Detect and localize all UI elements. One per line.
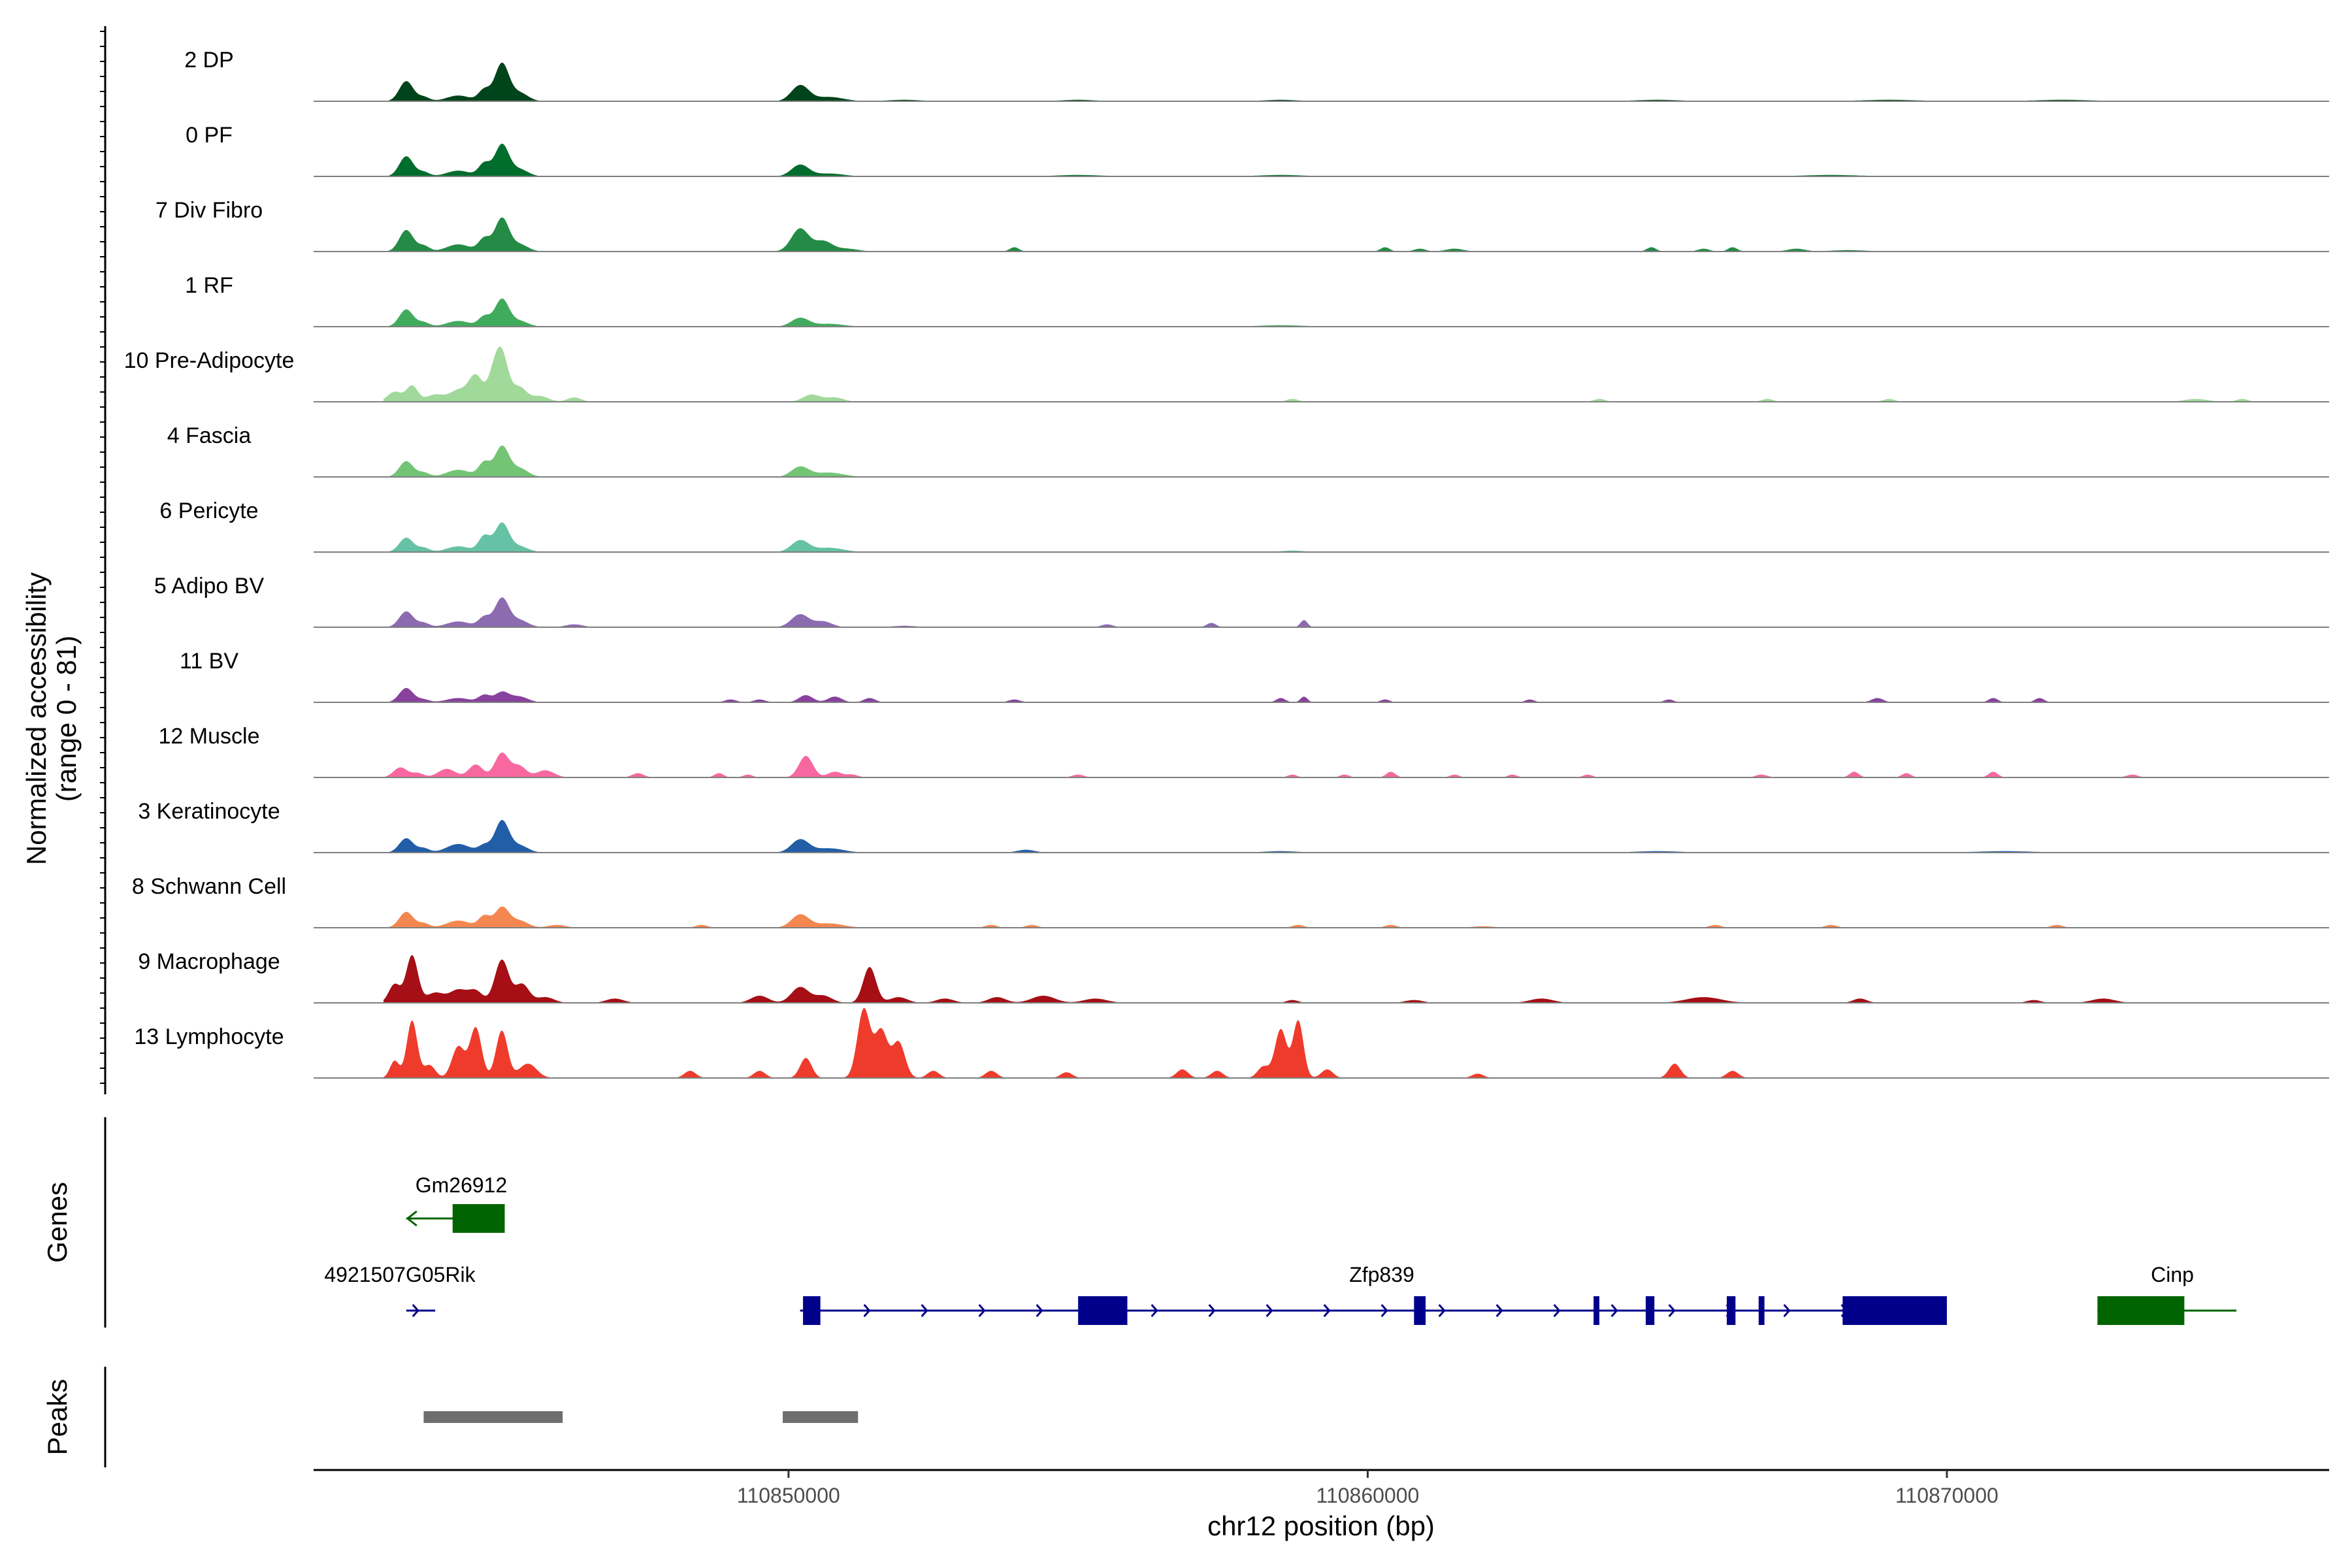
track-label: 11 BV (180, 649, 238, 674)
strand-arrow (1036, 1304, 1043, 1317)
strand-arrow (1151, 1304, 1158, 1317)
track-label: 4 Fascia (167, 423, 252, 448)
coverage-area (384, 688, 2329, 702)
track-3-keratinocyte: 3 Keratinocyte (138, 799, 2329, 853)
strand-arrow (1208, 1304, 1216, 1317)
x-tick-label: 110870000 (1895, 1484, 1999, 1507)
strand-arrow (1323, 1304, 1331, 1317)
peak-regions (423, 1411, 858, 1423)
coverage-area (384, 346, 2329, 402)
y-axis-title: Normalized accessibility (21, 572, 52, 865)
strand-arrow (1553, 1304, 1561, 1317)
x-tick-label: 110850000 (737, 1484, 840, 1507)
coverage-area (384, 1007, 2329, 1078)
exon (452, 1204, 505, 1233)
coverage-area (384, 445, 2329, 477)
track-label: 9 Macrophage (138, 949, 280, 974)
coverage-y-axis (100, 26, 106, 1094)
strand-arrow (1610, 1304, 1618, 1317)
peak-region-bar (423, 1411, 563, 1423)
track-label: 13 Lymphocyte (134, 1024, 284, 1049)
coverage-area (384, 298, 2329, 327)
track-10-pre-adipocyte: 10 Pre-Adipocyte (124, 346, 2329, 402)
track-7-div-fibro: 7 Div Fibro (155, 198, 2329, 252)
track-label: 7 Div Fibro (155, 198, 263, 223)
exon (1078, 1296, 1128, 1325)
exon (803, 1296, 821, 1325)
track-5-adipo-bv: 5 Adipo BV (154, 574, 2329, 628)
exon (1842, 1296, 1947, 1325)
track-11-bv: 11 BV (180, 649, 2329, 703)
track-label: 3 Keratinocyte (138, 799, 280, 824)
track-label: 5 Adipo BV (154, 574, 265, 598)
coverage-area (384, 217, 2329, 252)
track-2-dp: 2 DP (184, 48, 2329, 102)
gene-4921507g05rik: 4921507G05Rik (324, 1263, 476, 1317)
gene-annotations: Gm26912 4921507G05Rik Zfp839 Cinp (324, 1173, 2237, 1325)
track-label: 8 Schwann Cell (132, 874, 286, 899)
track-label: 10 Pre-Adipocyte (124, 348, 295, 373)
track-13-lymphocyte: 13 Lymphocyte (134, 1007, 2329, 1079)
gene-zfp839: Zfp839 (800, 1263, 1947, 1325)
track-9-macrophage: 9 Macrophage (138, 949, 2329, 1004)
track-6-pericyte: 6 Pericyte (159, 498, 2329, 553)
coverage-area (384, 522, 2329, 552)
strand-arrow (978, 1304, 986, 1317)
gene-label: Gm26912 (416, 1173, 508, 1197)
gene-gm26912: Gm26912 (406, 1173, 507, 1233)
exon (1645, 1296, 1655, 1325)
gene-label: Cinp (2151, 1263, 2194, 1286)
exon (1758, 1296, 1765, 1325)
peaks-label: Peaks (42, 1379, 73, 1456)
coverage-area (384, 820, 2329, 853)
track-label: 0 PF (186, 123, 233, 148)
strand-arrow (1266, 1304, 1273, 1317)
strand-arrow (1495, 1304, 1503, 1317)
exon (1593, 1296, 1600, 1325)
strand-arrow (921, 1304, 928, 1317)
strand-arrow (1380, 1304, 1388, 1317)
x-axis-title: chr12 position (bp) (1207, 1511, 1435, 1541)
strand-arrow (406, 1210, 417, 1227)
track-1-rf: 1 RF (185, 273, 2329, 327)
gene-label: Zfp839 (1349, 1263, 1414, 1286)
coverage-area (384, 955, 2329, 1003)
genes-label: Genes (42, 1182, 73, 1263)
track-label: 1 RF (185, 273, 233, 298)
track-label: 2 DP (184, 48, 234, 73)
exon (1414, 1296, 1426, 1325)
gene-label: 4921507G05Rik (324, 1263, 476, 1286)
track-0-pf: 0 PF (186, 123, 2329, 177)
coverage-area (384, 143, 2329, 176)
coverage-area (384, 906, 2329, 928)
track-8-schwann-cell: 8 Schwann Cell (132, 874, 2329, 928)
strand-arrow (863, 1304, 871, 1317)
strand-arrow (1783, 1304, 1791, 1317)
peak-region-bar (783, 1411, 858, 1423)
coverage-area (384, 752, 2329, 777)
track-4-fascia: 4 Fascia (167, 423, 2329, 478)
track-label: 12 Muscle (159, 724, 260, 749)
track-label: 6 Pericyte (159, 498, 258, 523)
x-tick-label: 110860000 (1316, 1484, 1420, 1507)
strand-arrow (412, 1304, 419, 1317)
coverage-area (384, 62, 2329, 101)
x-axis: 110850000 110860000 110870000 (737, 1470, 1999, 1507)
exon (2097, 1296, 2185, 1325)
strand-arrow (1438, 1304, 1446, 1317)
track-12-muscle: 12 Muscle (159, 724, 2329, 778)
gene-cinp: Cinp (2097, 1263, 2237, 1325)
exon (1727, 1296, 1736, 1325)
coverage-tracks: 2 DP 0 PF 7 Div Fibro 1 RF 10 Pre-Adipocyte 4… (124, 48, 2329, 1079)
y-axis-subtitle: (range 0 - 81) (51, 636, 82, 802)
strand-arrow (1668, 1304, 1676, 1317)
coverage-area (384, 597, 2329, 627)
